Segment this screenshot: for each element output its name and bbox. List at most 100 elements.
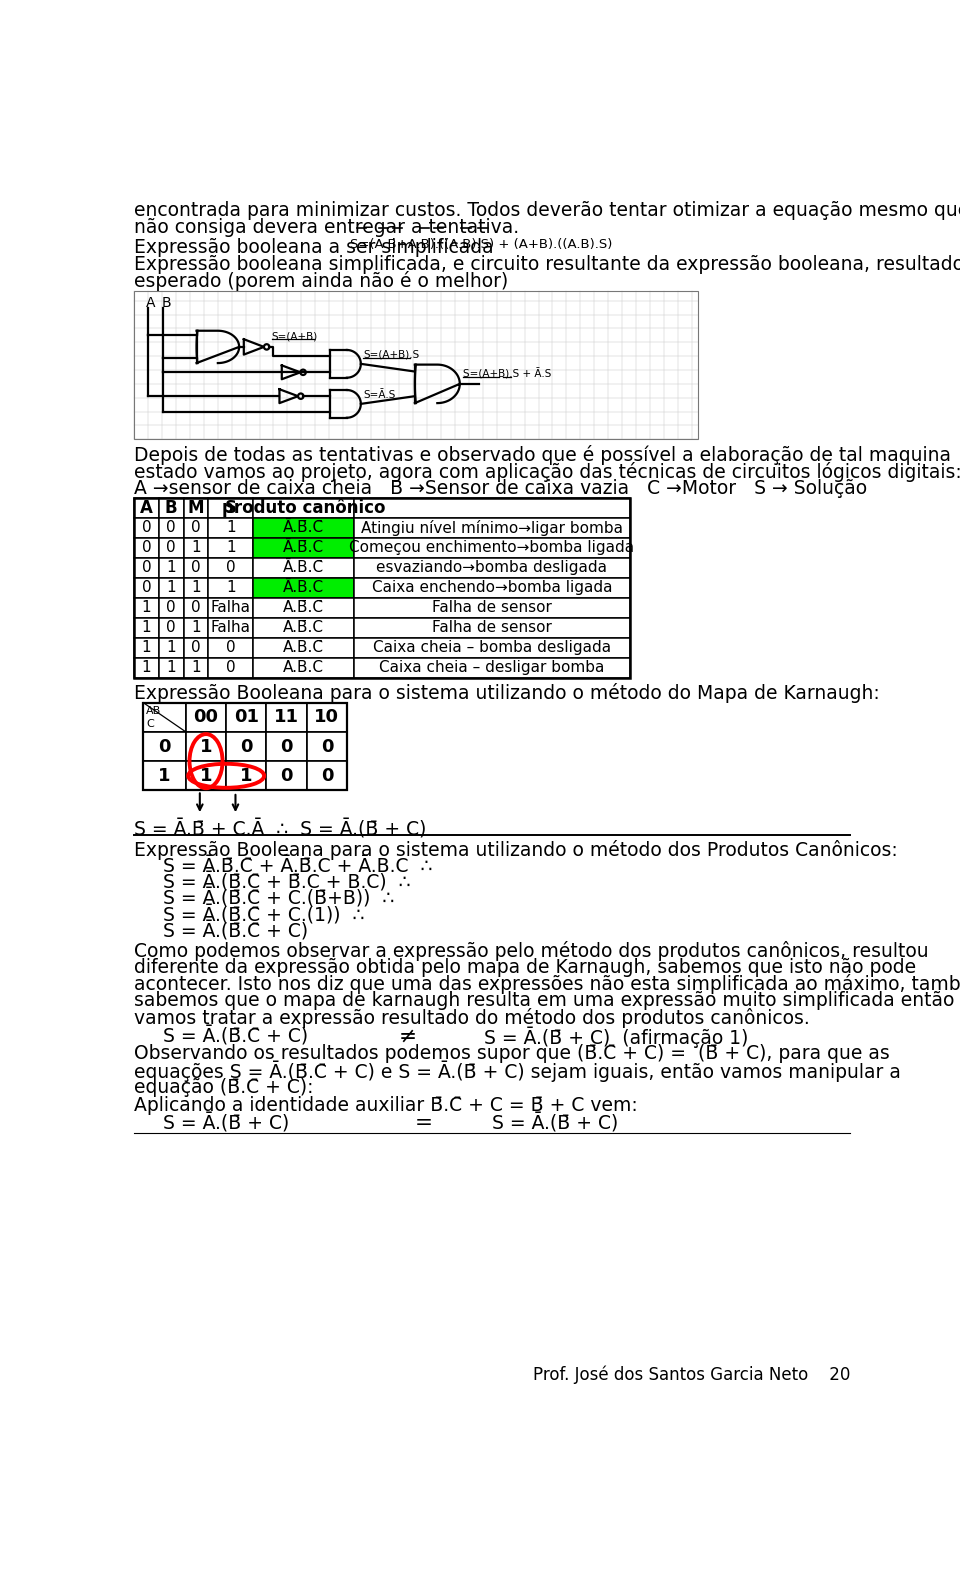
Text: Ā.B.C̄: Ā.B.C̄ bbox=[283, 560, 324, 576]
Text: 1: 1 bbox=[158, 767, 171, 784]
Text: vamos tratar a expressão resultado do método dos produtos canônicos.: vamos tratar a expressão resultado do mé… bbox=[134, 1009, 809, 1028]
Text: 0: 0 bbox=[166, 521, 176, 535]
Bar bbox=[183, 538, 208, 559]
Text: B: B bbox=[165, 499, 178, 516]
Bar bbox=[354, 559, 630, 577]
Bar bbox=[183, 618, 208, 639]
Bar bbox=[158, 497, 183, 518]
Bar bbox=[253, 559, 354, 577]
Text: 1: 1 bbox=[191, 661, 201, 676]
Text: Caixa cheia – desligar bomba: Caixa cheia – desligar bomba bbox=[379, 661, 605, 676]
Text: ≠: ≠ bbox=[399, 1026, 417, 1047]
Text: S = Ā.B̄ + C.Ā  ∴  S = Ā.(B̄ + C): S = Ā.B̄ + C.Ā ∴ S = Ā.(B̄ + C) bbox=[134, 819, 426, 839]
Text: 0: 0 bbox=[191, 601, 201, 615]
Text: S = Ā.(B̄.C̄ + C): S = Ā.(B̄.C̄ + C) bbox=[162, 1026, 308, 1047]
Bar bbox=[134, 657, 158, 678]
Bar bbox=[307, 761, 348, 791]
Text: Observando os resultados podemos supor que (B̄.C̄ + C) =  (B̄ + C), para que as: Observando os resultados podemos supor q… bbox=[134, 1043, 890, 1062]
Text: Expressão Booleana para o sistema utilizando o método dos Produtos Canônicos:: Expressão Booleana para o sistema utiliz… bbox=[134, 839, 898, 860]
Bar bbox=[208, 518, 253, 538]
Bar bbox=[186, 761, 227, 791]
Text: 1: 1 bbox=[166, 560, 176, 576]
Bar bbox=[208, 577, 253, 598]
Text: Expressão booleana simplificada, e circuito resultante da expressão booleana, re: Expressão booleana simplificada, e circu… bbox=[134, 254, 960, 273]
Bar bbox=[183, 598, 208, 618]
Text: 1: 1 bbox=[141, 601, 151, 615]
Text: não consiga devera entregar a tentativa.: não consiga devera entregar a tentativa. bbox=[134, 218, 519, 237]
Bar bbox=[183, 497, 208, 518]
Bar bbox=[208, 598, 253, 618]
Text: 1: 1 bbox=[226, 521, 235, 535]
Text: 00: 00 bbox=[194, 708, 219, 726]
Text: AB: AB bbox=[146, 706, 161, 715]
Bar bbox=[183, 657, 208, 678]
Text: C: C bbox=[146, 719, 155, 730]
Bar bbox=[208, 497, 253, 518]
Bar bbox=[354, 538, 630, 559]
Text: 0: 0 bbox=[226, 560, 235, 576]
Bar bbox=[253, 518, 354, 538]
Bar bbox=[267, 761, 307, 791]
Bar bbox=[186, 731, 227, 761]
Text: B: B bbox=[162, 297, 172, 311]
Text: S=(A+B): S=(A+B) bbox=[272, 331, 318, 342]
Text: 0: 0 bbox=[321, 767, 333, 784]
Text: 0: 0 bbox=[226, 661, 235, 676]
Bar bbox=[134, 577, 158, 598]
Text: S = Ā.(B̄ + C): S = Ā.(B̄ + C) bbox=[492, 1112, 618, 1133]
Bar bbox=[134, 559, 158, 577]
Bar bbox=[354, 639, 630, 657]
Text: equação (B̄.C̄ + C):: equação (B̄.C̄ + C): bbox=[134, 1078, 314, 1097]
Text: Falha de sensor: Falha de sensor bbox=[432, 601, 552, 615]
Text: 0: 0 bbox=[280, 767, 293, 784]
Text: 0: 0 bbox=[166, 620, 176, 635]
Text: S = Ā.(B̄.C̄ + C.(1))  ∴: S = Ā.(B̄.C̄ + C.(1)) ∴ bbox=[162, 905, 364, 926]
Bar bbox=[134, 497, 630, 678]
Text: acontecer. Isto nos diz que uma das expressões não esta simplificada ao máximo, : acontecer. Isto nos diz que uma das expr… bbox=[134, 974, 960, 995]
Text: 1: 1 bbox=[166, 661, 176, 676]
Bar bbox=[354, 518, 630, 538]
Text: Ā.B̄.C: Ā.B̄.C bbox=[283, 540, 324, 555]
Bar bbox=[134, 598, 158, 618]
Bar bbox=[267, 731, 307, 761]
Text: 1: 1 bbox=[166, 581, 176, 595]
Bar bbox=[208, 657, 253, 678]
Bar bbox=[158, 538, 183, 559]
Bar bbox=[253, 639, 354, 657]
Text: 1: 1 bbox=[191, 581, 201, 595]
Text: 1: 1 bbox=[191, 620, 201, 635]
Text: M: M bbox=[188, 499, 204, 516]
Bar bbox=[208, 538, 253, 559]
Bar bbox=[143, 731, 186, 761]
Text: 0: 0 bbox=[191, 521, 201, 535]
Text: Expressão booleana a ser simplificada: Expressão booleana a ser simplificada bbox=[134, 237, 499, 257]
Text: Ā.B̄.C̄: Ā.B̄.C̄ bbox=[283, 521, 324, 535]
Text: Falha: Falha bbox=[211, 620, 251, 635]
Text: A: A bbox=[146, 297, 156, 311]
Bar bbox=[183, 518, 208, 538]
Text: S: S bbox=[225, 499, 237, 516]
Bar bbox=[186, 703, 227, 731]
Text: diferente da expressão obtida pelo mapa de Karnaugh, sabemos que isto não pode: diferente da expressão obtida pelo mapa … bbox=[134, 957, 916, 976]
Bar bbox=[227, 731, 267, 761]
Text: A.B.C: A.B.C bbox=[283, 661, 324, 676]
Bar bbox=[354, 598, 630, 618]
Text: 1: 1 bbox=[141, 661, 151, 676]
Text: estado vamos ao projeto, agora com aplicação das técnicas de circuitos lógicos d: estado vamos ao projeto, agora com aplic… bbox=[134, 463, 960, 482]
Text: 0: 0 bbox=[166, 601, 176, 615]
Text: 0: 0 bbox=[166, 540, 176, 555]
Bar bbox=[354, 657, 630, 678]
Text: S = Ā.B̄.C̄ + Ā.B̄.C + Ā.B.C  ∴: S = Ā.B̄.C̄ + Ā.B̄.C + Ā.B.C ∴ bbox=[162, 857, 432, 876]
Text: S = Ā.(B̄ + C): S = Ā.(B̄ + C) bbox=[162, 1112, 289, 1133]
Bar bbox=[134, 538, 158, 559]
Bar bbox=[354, 577, 630, 598]
Text: 1: 1 bbox=[191, 540, 201, 555]
Text: S=Ā.S: S=Ā.S bbox=[363, 391, 396, 400]
Text: Falha: Falha bbox=[211, 601, 251, 615]
Text: 0: 0 bbox=[158, 737, 171, 756]
Text: 0: 0 bbox=[226, 640, 235, 656]
Text: 0: 0 bbox=[191, 560, 201, 576]
Text: 1: 1 bbox=[226, 540, 235, 555]
Bar bbox=[253, 598, 354, 618]
Text: 1: 1 bbox=[141, 640, 151, 656]
